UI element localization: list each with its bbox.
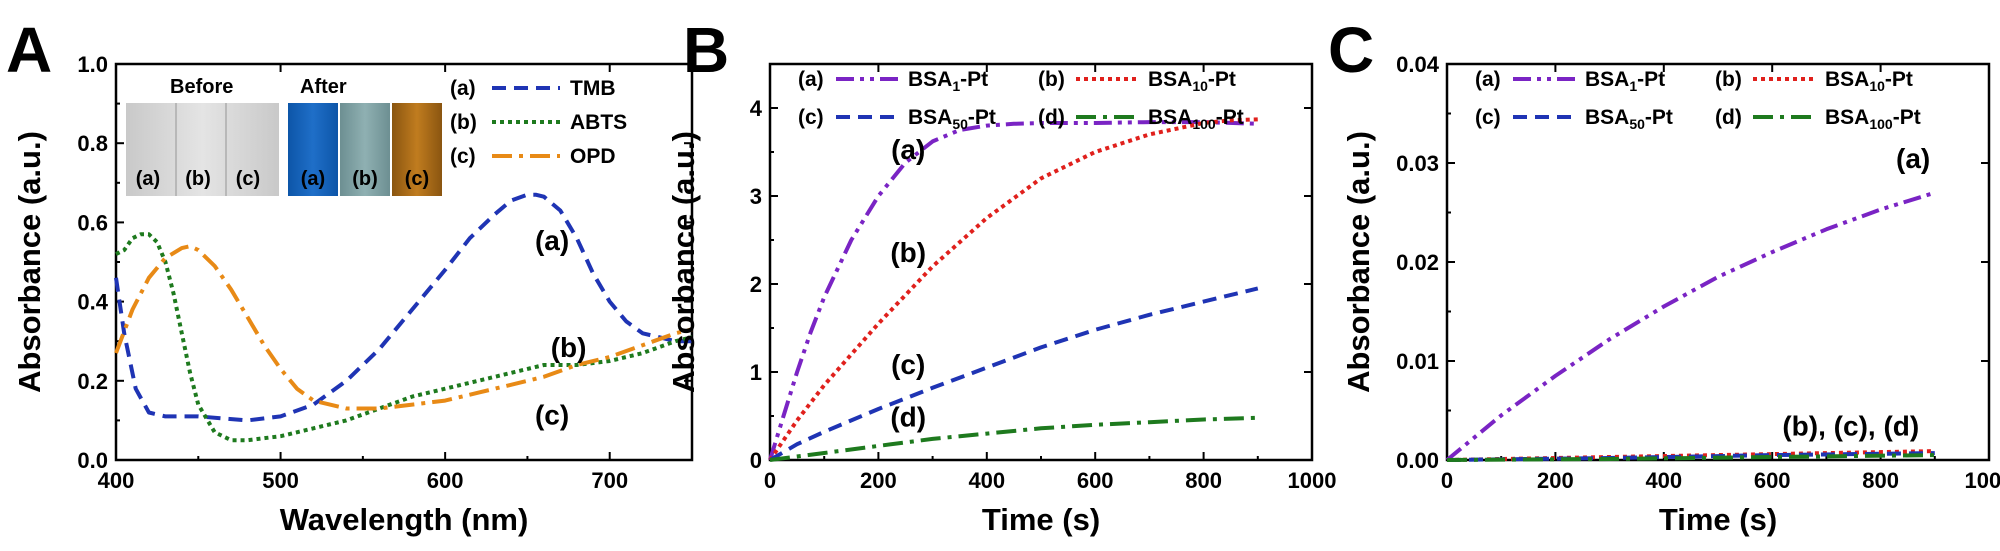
- series-line-c: [768, 286, 1259, 462]
- series-line-b: [115, 232, 693, 443]
- legend-label: BSA100-Pt: [1148, 106, 1244, 132]
- series-line-c: [114, 244, 693, 411]
- x-tick-label: 200: [1537, 468, 1574, 493]
- inset-vial-label: (b): [352, 168, 378, 190]
- y-axis-title: Absorbance (a.u.): [666, 131, 701, 393]
- y-tick-label: 4: [750, 96, 763, 121]
- y-tick-label: 2: [750, 272, 762, 297]
- series-annotation: (a): [535, 225, 569, 256]
- x-tick-label: 700: [591, 468, 628, 493]
- x-tick-label: 800: [1862, 468, 1899, 493]
- series-annotation: (c): [891, 349, 925, 380]
- y-tick-label: 0.03: [1396, 151, 1439, 176]
- panel-c: C 0 200 400 600 800 1000 0.00 0.01 0.02 0.03 0.04 Ti…: [1328, 14, 2000, 537]
- inset-vial-label: (a): [136, 168, 160, 190]
- legend-key: (a): [450, 77, 476, 100]
- panel-letter-c: C: [1328, 14, 1374, 86]
- legend-key: (b): [450, 111, 477, 134]
- series-line-a: [1445, 190, 1936, 462]
- x-tick-label: 400: [968, 468, 1005, 493]
- legend-key: (b): [1715, 68, 1742, 91]
- y-tick-label: 0.0: [77, 448, 108, 473]
- inset-before-label: Before: [170, 76, 233, 98]
- x-axis-title: Time (s): [1659, 502, 1777, 537]
- y-tick-label: 0.02: [1396, 250, 1439, 275]
- x-tick-label: 600: [1077, 468, 1114, 493]
- legend-key: (a): [798, 68, 824, 91]
- y-axis-title: Absorbance (a.u.): [12, 131, 47, 393]
- legend-key: (c): [450, 145, 476, 168]
- inset-vial-label: (a): [301, 168, 325, 190]
- x-tick-label: 800: [1185, 468, 1222, 493]
- inset-after-vial: [288, 103, 338, 196]
- legend-key: (a): [1475, 68, 1501, 91]
- x-axis-title: Wavelength (nm): [280, 502, 529, 537]
- legend-key: (c): [798, 106, 824, 129]
- series-annotation: (b): [890, 237, 926, 268]
- y-tick-label: 0.8: [77, 131, 108, 156]
- y-tick-label: 0: [750, 448, 762, 473]
- legend-label: BSA100-Pt: [1825, 106, 1921, 132]
- x-tick-label: 1000: [1288, 468, 1337, 493]
- series-line-a: [114, 192, 692, 423]
- legend-label: ABTS: [570, 111, 627, 134]
- y-axis-title: Absorbance (a.u.): [1341, 131, 1376, 393]
- inset-before-vials: [126, 103, 279, 196]
- legend-label: BSA10-Pt: [1825, 68, 1913, 94]
- y-tick-label: 0.01: [1396, 349, 1439, 374]
- panel-b: B 0 200 400 600 800 1000 0 1 2 3 4 Time (s) Absorbanc…: [666, 14, 1336, 537]
- inset-vial-label: (c): [236, 168, 260, 190]
- series-annotation: (a): [1896, 143, 1930, 174]
- legend-label: BSA1-Pt: [1585, 68, 1665, 94]
- legend-key: (d): [1715, 106, 1742, 129]
- y-tick-label: 0.2: [77, 369, 108, 394]
- x-tick-label: 500: [262, 468, 299, 493]
- y-tick-label: 0.00: [1396, 448, 1439, 473]
- legend-label: BSA10-Pt: [1148, 68, 1236, 94]
- series-annotation: (b), (c), (d): [1782, 410, 1919, 441]
- panel-letter-b: B: [683, 14, 729, 86]
- x-tick-label: 600: [1754, 468, 1791, 493]
- y-tick-label: 1.0: [77, 52, 108, 77]
- x-tick-label: 600: [427, 468, 464, 493]
- x-tick-label: 200: [860, 468, 897, 493]
- legend-key: (c): [1475, 106, 1501, 129]
- y-tick-label: 0.4: [77, 290, 108, 315]
- legend-label: TMB: [570, 77, 616, 100]
- x-tick-label: 400: [98, 468, 135, 493]
- y-tick-label: 3: [750, 184, 762, 209]
- inset-vial-label: (b): [185, 168, 211, 190]
- legend-key: (d): [1038, 106, 1065, 129]
- legend-label: OPD: [570, 145, 616, 168]
- series-annotation: (c): [535, 399, 569, 430]
- panel-a: A 400 500 600 700 0.0 0.2 0.4 0.6 0.8 1.0 Wavelengt…: [6, 14, 694, 537]
- inset-vial-label: (c): [405, 168, 429, 190]
- y-tick-label: 1: [750, 360, 762, 385]
- legend-label: BSA50-Pt: [908, 106, 996, 132]
- series-line-a: [768, 120, 1258, 461]
- x-tick-label: 0: [1441, 468, 1453, 493]
- x-tick-label: 1000: [1965, 468, 2000, 493]
- inset-after-vial: [392, 103, 442, 196]
- x-tick-label: 400: [1645, 468, 1682, 493]
- inset-after-vial: [340, 103, 390, 196]
- series-line-b: [768, 117, 1258, 462]
- series-annotation: (b): [551, 332, 587, 363]
- legend-label: BSA50-Pt: [1585, 106, 1673, 132]
- y-tick-label: 0.04: [1396, 52, 1440, 77]
- x-axis-title: Time (s): [982, 502, 1100, 537]
- series-annotation: (a): [891, 134, 925, 165]
- legend-label: BSA1-Pt: [908, 68, 988, 94]
- series-line-d: [1446, 453, 1935, 462]
- series-line-d: [769, 415, 1258, 462]
- x-tick-label: 0: [764, 468, 776, 493]
- panel-letter-a: A: [6, 14, 52, 86]
- series-annotation: (d): [890, 402, 926, 433]
- inset-after-label: After: [300, 76, 347, 98]
- legend-key: (b): [1038, 68, 1065, 91]
- y-tick-label: 0.6: [77, 210, 108, 235]
